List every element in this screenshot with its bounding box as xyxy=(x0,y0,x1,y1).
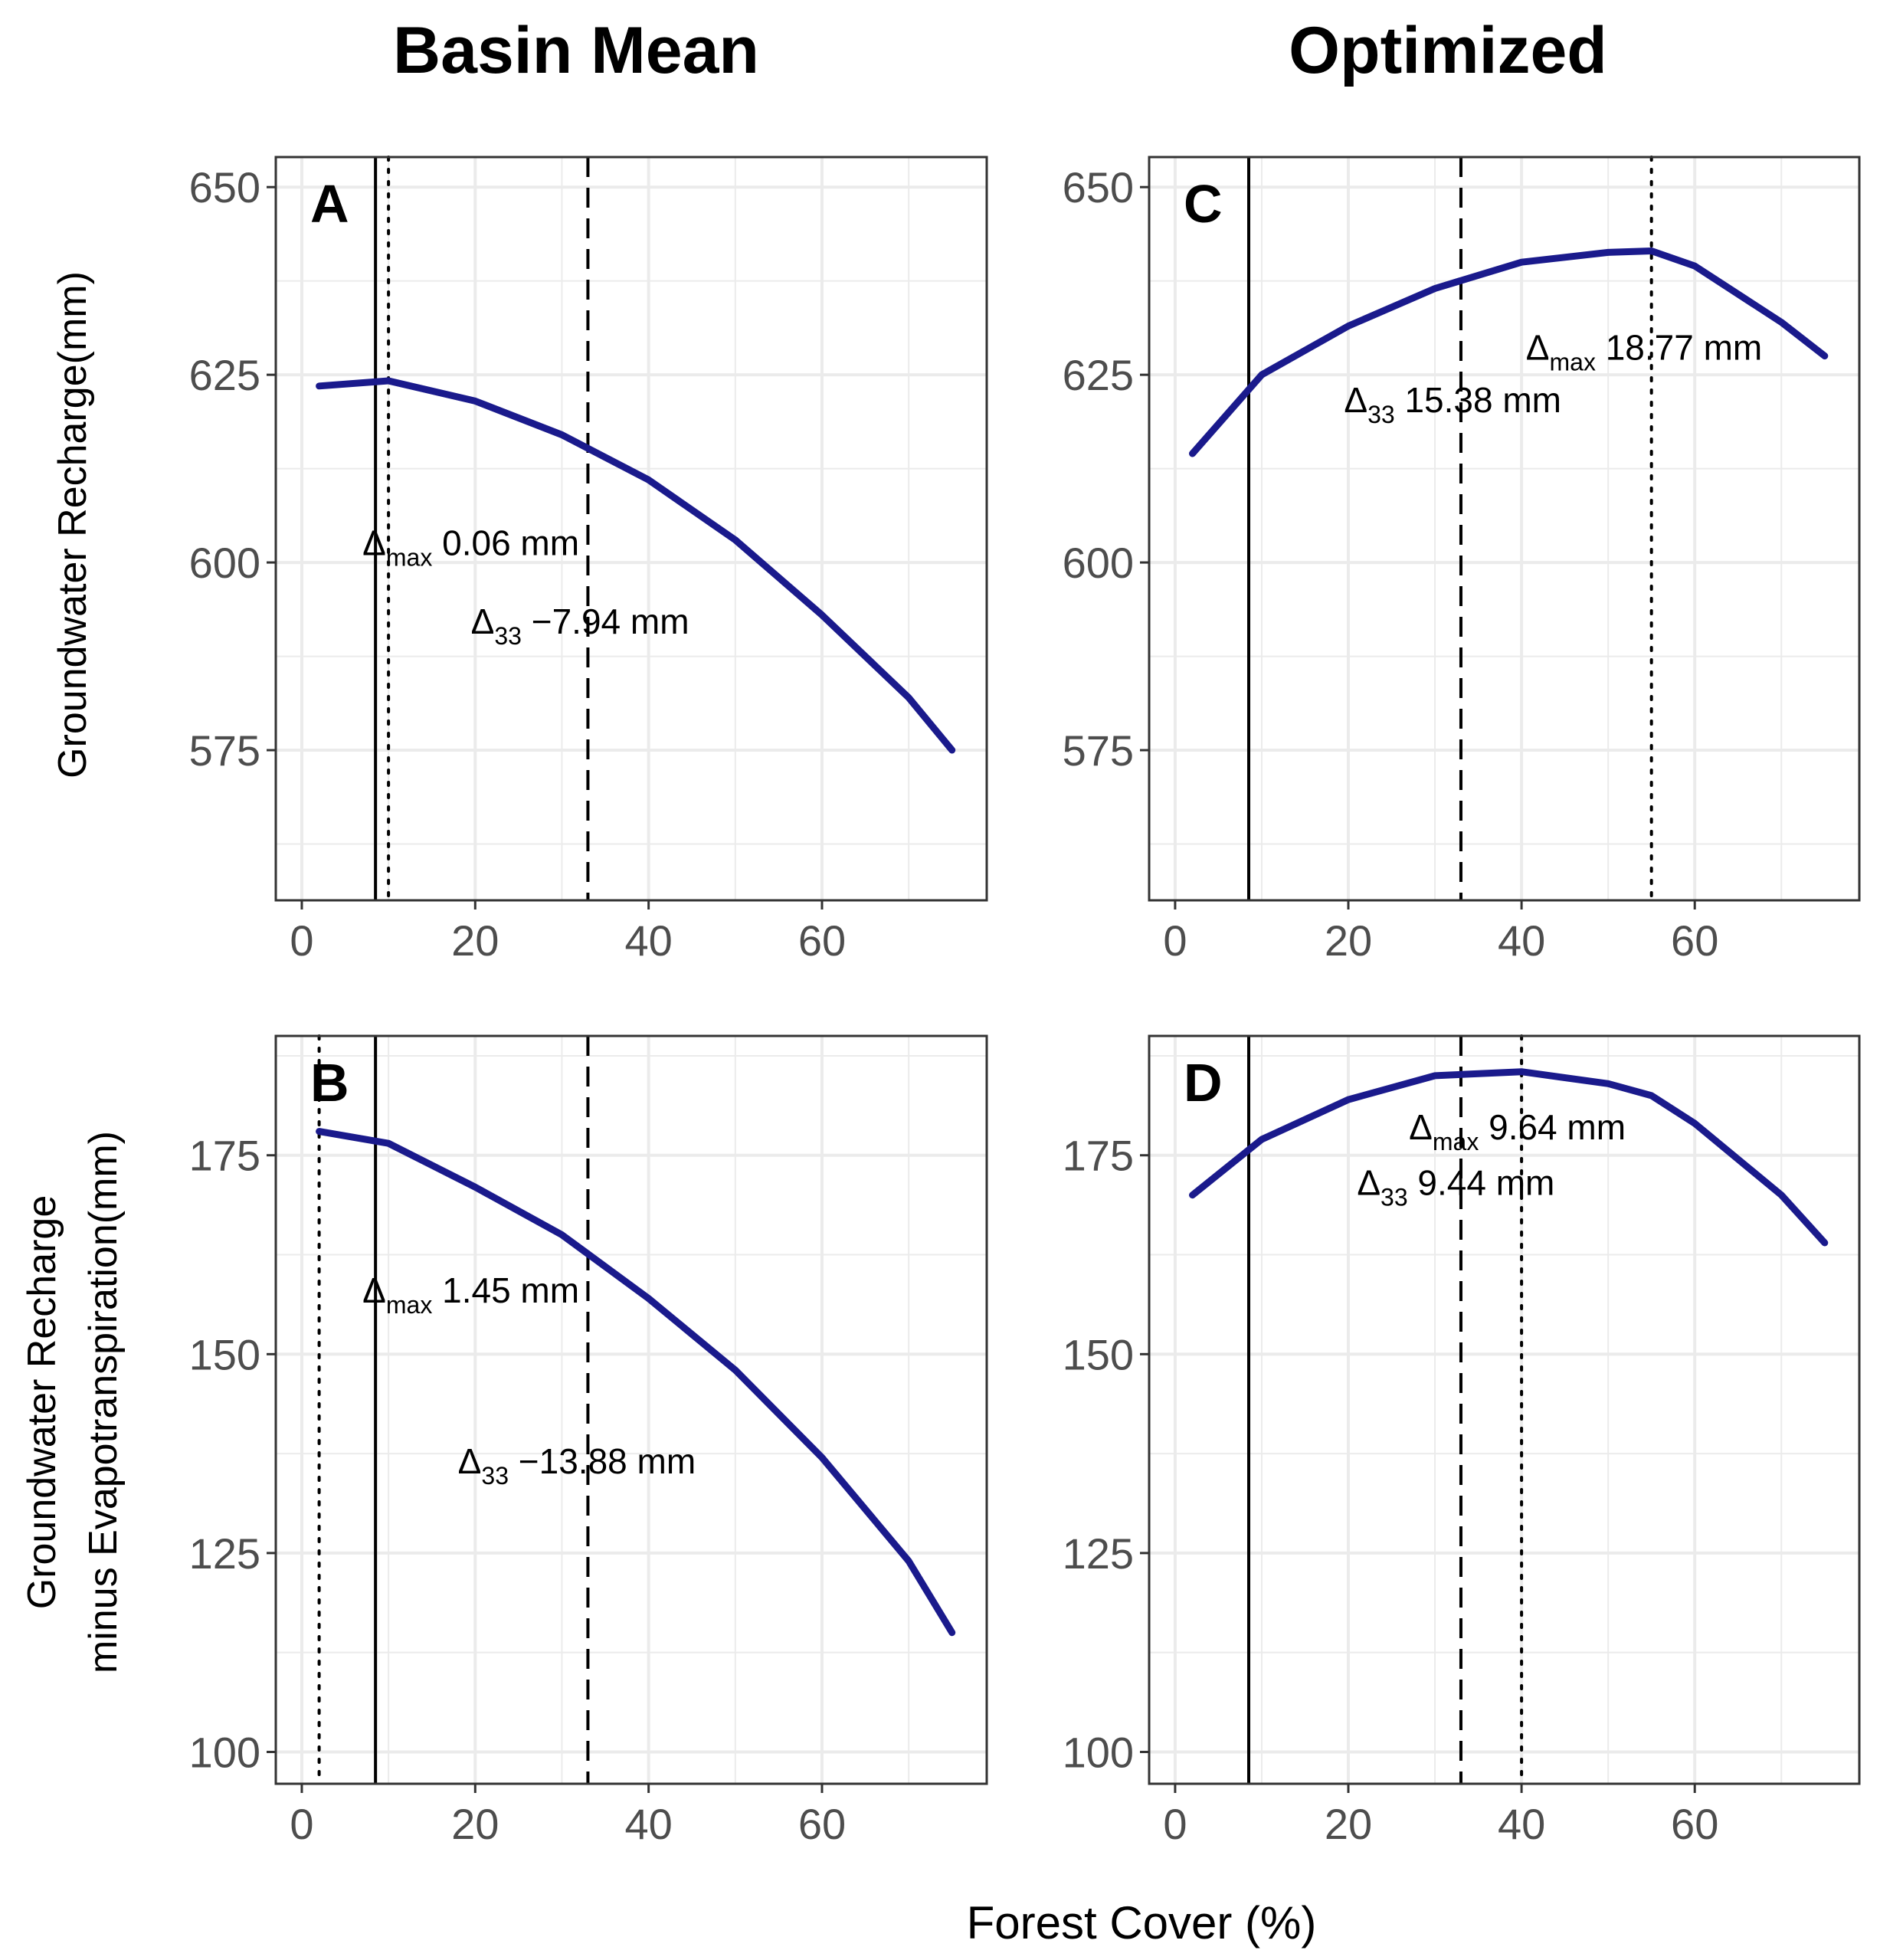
x-tick-label: 20 xyxy=(451,1800,499,1848)
x-tick-label: 60 xyxy=(798,1800,846,1848)
y-axis-label-top: Groundwater Recharge(mm) xyxy=(51,271,95,778)
x-tick-label: 20 xyxy=(1325,1800,1372,1848)
panel-letter: B xyxy=(310,1053,349,1113)
series-line xyxy=(1189,1068,1829,1247)
panel-letter: C xyxy=(1184,174,1223,234)
annotation-value: 1.45 mm xyxy=(432,1270,579,1310)
y-tick-label: 100 xyxy=(189,1728,260,1776)
y-tick-label: 175 xyxy=(1063,1132,1134,1180)
annotation-max: Δmax 1.45 mm xyxy=(362,1270,579,1319)
x-tick-label: 0 xyxy=(290,916,313,965)
annotation-subscript: max xyxy=(1549,349,1595,376)
y-tick-label: 625 xyxy=(189,351,260,399)
annotation-33: Δ33 9.44 mm xyxy=(1357,1163,1554,1211)
x-tick-label: 0 xyxy=(290,1800,313,1848)
annotation-symbol: Δ xyxy=(471,601,495,641)
panel-frame xyxy=(1148,156,1861,902)
annotation-subscript: 33 xyxy=(1367,401,1395,428)
series-line xyxy=(1189,247,1829,457)
y-axis-label-bottom-line2: minus Evapotranspiration(mm) xyxy=(81,1131,126,1673)
annotation-value: −7.94 mm xyxy=(522,601,689,641)
y-tick-label: 575 xyxy=(189,726,260,775)
y-tick-label: 175 xyxy=(189,1132,260,1180)
panel-frame xyxy=(1148,1034,1861,1785)
x-tick-label: 20 xyxy=(1325,916,1372,965)
annotation-symbol: Δ xyxy=(1409,1107,1433,1147)
annotation-value: 15.38 mm xyxy=(1395,380,1561,420)
x-axis-label: Forest Cover (%) xyxy=(967,1897,1317,1949)
y-axis-label-bottom-line1: Groundwater Recharge xyxy=(20,1195,64,1610)
annotation-33: Δ33 −13.88 mm xyxy=(458,1441,696,1490)
panel-frame xyxy=(274,1034,988,1785)
annotation-33: Δ33 −7.94 mm xyxy=(471,601,689,650)
annotation-max: Δmax 18.77 mm xyxy=(1526,328,1763,376)
annotation-value: 9.44 mm xyxy=(1408,1163,1555,1203)
y-tick-label: 575 xyxy=(1063,726,1134,775)
x-tick-label: 40 xyxy=(624,1800,672,1848)
annotation-max: Δmax 9.64 mm xyxy=(1409,1107,1626,1155)
annotation-value: 9.64 mm xyxy=(1479,1107,1626,1147)
annotation-value: 18.77 mm xyxy=(1596,328,1762,368)
y-tick-label: 125 xyxy=(189,1529,260,1578)
x-tick-label: 0 xyxy=(1163,1800,1187,1848)
y-tick-label: 100 xyxy=(1063,1728,1134,1776)
y-tick-label: 125 xyxy=(1063,1529,1134,1578)
y-tick-label: 625 xyxy=(1063,351,1134,399)
column-title-optimized: Optimized xyxy=(1289,14,1607,87)
annotation-symbol: Δ xyxy=(1526,328,1550,368)
x-tick-label: 60 xyxy=(1671,916,1718,965)
panel-letter: A xyxy=(310,174,349,234)
annotation-subscript: 33 xyxy=(481,1462,509,1490)
annotation-symbol: Δ xyxy=(1357,1163,1381,1203)
x-tick-label: 60 xyxy=(798,916,846,965)
annotation-max: Δmax 0.06 mm xyxy=(362,523,579,571)
x-tick-label: 40 xyxy=(624,916,672,965)
y-tick-label: 600 xyxy=(189,539,260,587)
annotation-subscript: max xyxy=(386,543,432,571)
column-title-basin-mean: Basin Mean xyxy=(393,14,759,87)
annotation-value: −13.88 mm xyxy=(509,1441,696,1481)
annotation-subscript: 33 xyxy=(494,622,522,650)
annotation-symbol: Δ xyxy=(362,523,386,562)
annotation-subscript: 33 xyxy=(1381,1184,1408,1211)
annotation-symbol: Δ xyxy=(1344,380,1367,420)
panel-frame xyxy=(274,156,988,902)
x-tick-label: 60 xyxy=(1671,1800,1718,1848)
y-tick-label: 600 xyxy=(1063,539,1134,587)
y-tick-label: 150 xyxy=(1063,1330,1134,1378)
annotation-symbol: Δ xyxy=(362,1270,386,1310)
annotation-subscript: max xyxy=(386,1291,432,1319)
y-tick-label: 650 xyxy=(1063,163,1134,211)
series-line xyxy=(316,377,956,754)
x-tick-label: 40 xyxy=(1498,916,1545,965)
x-tick-label: 40 xyxy=(1498,1800,1545,1848)
panel-letter: D xyxy=(1184,1053,1223,1113)
series-line xyxy=(316,1128,956,1637)
annotation-value: 0.06 mm xyxy=(432,523,579,562)
annotation-subscript: max xyxy=(1433,1128,1479,1155)
annotation-symbol: Δ xyxy=(458,1441,482,1481)
y-tick-label: 650 xyxy=(189,163,260,211)
annotation-33: Δ33 15.38 mm xyxy=(1344,380,1561,428)
y-tick-label: 150 xyxy=(189,1330,260,1378)
x-tick-label: 20 xyxy=(451,916,499,965)
x-tick-label: 0 xyxy=(1163,916,1187,965)
